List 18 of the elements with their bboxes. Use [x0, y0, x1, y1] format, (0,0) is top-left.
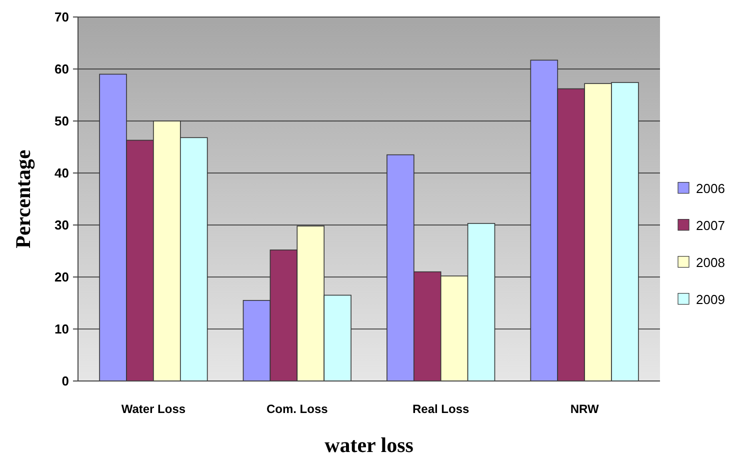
legend-label: 2008 — [696, 254, 725, 270]
y-tick-label: 20 — [54, 270, 69, 285]
x-tick-label: Com. Loss — [266, 402, 328, 416]
legend-label: 2006 — [696, 180, 725, 196]
y-tick-label: 40 — [54, 166, 69, 181]
x-tick-label: Real Loss — [412, 402, 470, 416]
y-tick-label: 30 — [54, 218, 69, 233]
y-tick-label: 50 — [54, 114, 69, 129]
legend-label: 2007 — [696, 218, 725, 233]
y-tick-label: 0 — [62, 374, 69, 389]
y-tick-label: 60 — [54, 62, 69, 77]
legend-label: 2009 — [696, 292, 725, 307]
y-tick-label: 70 — [54, 10, 69, 25]
x-tick-label: Water Loss — [121, 402, 186, 416]
y-tick-label: 10 — [54, 322, 69, 337]
x-tick-label: NRW — [570, 402, 600, 416]
y-axis-title: Percentage — [11, 150, 35, 248]
x-axis-title: water loss — [324, 433, 414, 457]
